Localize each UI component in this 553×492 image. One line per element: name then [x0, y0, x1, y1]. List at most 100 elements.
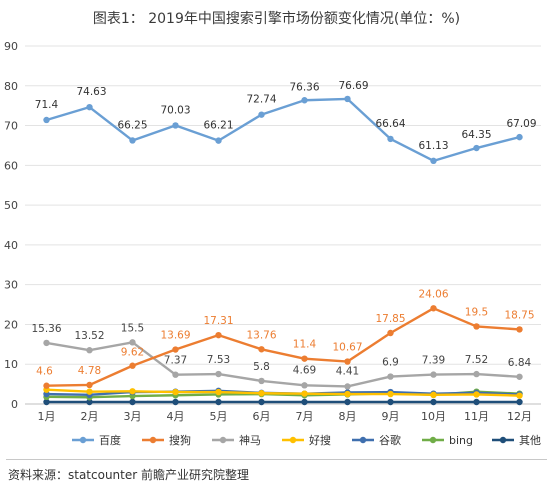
- legend-label: 其他: [519, 434, 541, 447]
- data-label: 67.09: [506, 118, 536, 130]
- data-point: [129, 388, 136, 395]
- x-tick-label: 7月: [296, 410, 314, 423]
- data-label: 10.67: [332, 342, 362, 354]
- data-point: [387, 390, 394, 398]
- data-point: [344, 390, 351, 398]
- data-label: 66.21: [203, 120, 233, 132]
- data-point: [258, 398, 265, 406]
- data-label: 4.41: [336, 365, 359, 377]
- legend-label: bing: [449, 434, 473, 447]
- data-point: [258, 111, 265, 118]
- data-point: [86, 398, 93, 406]
- x-tick-label: 11月: [464, 410, 489, 423]
- data-label: 15.5: [121, 322, 144, 334]
- data-point: [172, 398, 179, 406]
- data-point: [258, 390, 265, 397]
- y-tick-label: 70: [4, 120, 18, 133]
- y-tick-label: 40: [4, 239, 18, 252]
- data-point: [215, 388, 222, 396]
- x-tick-label: 6月: [253, 410, 271, 423]
- x-tick-label: 8月: [339, 410, 357, 423]
- y-tick-label: 90: [4, 40, 18, 53]
- data-point: [344, 398, 351, 406]
- data-label: 5.8: [253, 361, 270, 373]
- data-label: 17.31: [203, 315, 233, 327]
- legend-label: 好搜: [309, 433, 331, 447]
- data-point: [430, 398, 437, 406]
- data-point: [344, 383, 351, 390]
- chart-title: 图表1： 2019年中国搜索引擎市场份额变化情况(单位：%): [92, 11, 461, 27]
- data-point: [387, 135, 394, 143]
- data-point: [215, 137, 222, 144]
- data-label: 61.13: [418, 140, 448, 152]
- data-label: 19.5: [465, 306, 488, 318]
- data-point: [86, 103, 93, 111]
- legend-label: 搜狗: [169, 433, 191, 447]
- data-point: [258, 377, 265, 385]
- data-point: [473, 370, 480, 378]
- legend-marker: [499, 436, 507, 444]
- data-label: 76.69: [338, 80, 368, 92]
- data-label: 7.37: [164, 355, 187, 367]
- legend-label: 百度: [99, 433, 121, 447]
- data-point: [172, 346, 179, 353]
- data-label: 76.36: [289, 81, 319, 93]
- data-label: 24.06: [418, 288, 448, 300]
- data-label: 72.74: [246, 94, 276, 106]
- data-label: 6.84: [508, 357, 532, 369]
- data-point: [129, 137, 136, 144]
- data-label: 66.64: [375, 118, 405, 130]
- data-point: [301, 355, 308, 362]
- data-label: 70.03: [160, 104, 190, 116]
- data-point: [430, 305, 437, 312]
- line-chart: 0 10 20 30 40 50 60 70 80 90 1月 2月 3月 4月 5月 6月 7月 8月 9月 10月…: [4, 40, 541, 447]
- data-point: [473, 323, 480, 330]
- data-point: [301, 398, 308, 406]
- data-label: 9.62: [121, 347, 144, 359]
- source-note: 资料来源：statcounter 前瞻产业研究院整理: [8, 468, 250, 482]
- data-point: [43, 390, 50, 398]
- data-point: [86, 381, 93, 389]
- y-tick-label: 0: [11, 398, 18, 411]
- x-tick-label: 10月: [421, 410, 446, 423]
- x-tick-label: 12月: [507, 410, 532, 423]
- data-point: [215, 398, 222, 406]
- data-point: [430, 391, 437, 399]
- y-tick-label: 60: [4, 159, 18, 172]
- data-label: 13.52: [74, 330, 104, 342]
- data-point: [215, 370, 222, 378]
- x-tick-label: 9月: [382, 410, 400, 423]
- x-tick-label: 3月: [124, 410, 142, 423]
- legend-marker: [219, 436, 227, 444]
- data-point: [172, 388, 179, 396]
- data-point: [301, 390, 308, 397]
- series-line: [46, 307, 520, 387]
- data-label: 4.78: [78, 365, 101, 377]
- legend-marker: [149, 436, 157, 444]
- data-label: 4.69: [293, 364, 316, 376]
- data-point: [387, 373, 394, 380]
- data-label: 13.76: [246, 329, 276, 341]
- data-point: [473, 391, 480, 398]
- legend-label: 谷歌: [379, 433, 401, 447]
- legend-marker: [359, 436, 367, 444]
- data-point: [215, 331, 222, 339]
- data-point: [516, 398, 523, 406]
- x-tick-label: 2月: [81, 410, 99, 423]
- data-label: 66.25: [117, 119, 147, 131]
- data-point: [516, 133, 523, 141]
- data-point: [129, 362, 136, 369]
- data-label: 4.6: [36, 366, 53, 378]
- x-tick-label: 5月: [210, 410, 228, 423]
- series-line: [46, 388, 520, 397]
- data-point: [43, 116, 50, 124]
- data-label: 18.75: [504, 309, 534, 321]
- data-label: 74.63: [76, 86, 106, 98]
- data-label: 15.36: [31, 323, 61, 335]
- data-label: 7.53: [207, 354, 230, 366]
- data-label: 7.39: [422, 355, 445, 367]
- y-tick-label: 20: [4, 318, 18, 331]
- x-tick-label: 1月: [38, 410, 56, 423]
- data-point: [344, 95, 351, 103]
- data-point: [387, 398, 394, 406]
